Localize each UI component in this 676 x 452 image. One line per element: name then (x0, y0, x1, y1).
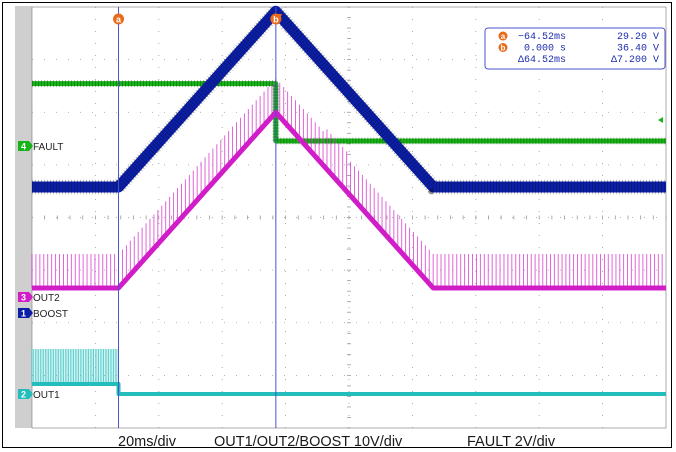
channel-number: 2 (21, 390, 26, 400)
readout-time: 0.000 s (524, 44, 566, 55)
channel-label: OUT2 (33, 293, 60, 304)
channel-marker-fault: 4 FAULT (18, 141, 63, 153)
readout-marker-letter: a (501, 32, 506, 41)
readout-value: Δ7.200 V (611, 55, 659, 66)
channel-label: BOOST (33, 309, 68, 320)
timebase-label: 20ms/div (118, 434, 176, 450)
readout-time: −64.52ms (518, 32, 566, 43)
channel-marker-boost: 1 BOOST (18, 308, 68, 320)
readout-value: 36.40 V (617, 44, 659, 55)
readout-marker-letter: b (501, 44, 506, 53)
channel-strip (15, 6, 32, 428)
cursor-b-letter: b (273, 15, 279, 25)
channel-number: 4 (21, 142, 26, 152)
channel-number: 3 (21, 293, 26, 303)
channel-marker-out1: 2 OUT1 (18, 389, 60, 401)
cursor-readout: a −64.52ms 29.20 V b 0.000 s 36.40 V Δ64.52ms Δ… (485, 28, 665, 69)
channel-marker-out2: 3 OUT2 (18, 292, 60, 304)
channel-label: OUT1 (33, 390, 60, 401)
readout-value: 29.20 V (617, 32, 659, 43)
readout-time: Δ64.52ms (518, 55, 566, 66)
scale-footer: 20ms/div OUT1/OUT2/BOOST 10V/div FAULT 2… (0, 428, 676, 450)
channel-number: 1 (21, 309, 26, 319)
channel-label: FAULT (33, 142, 63, 153)
ch123-scale-label: OUT1/OUT2/BOOST 10V/div (214, 434, 402, 450)
ch4-scale-label: FAULT 2V/div (467, 434, 555, 450)
